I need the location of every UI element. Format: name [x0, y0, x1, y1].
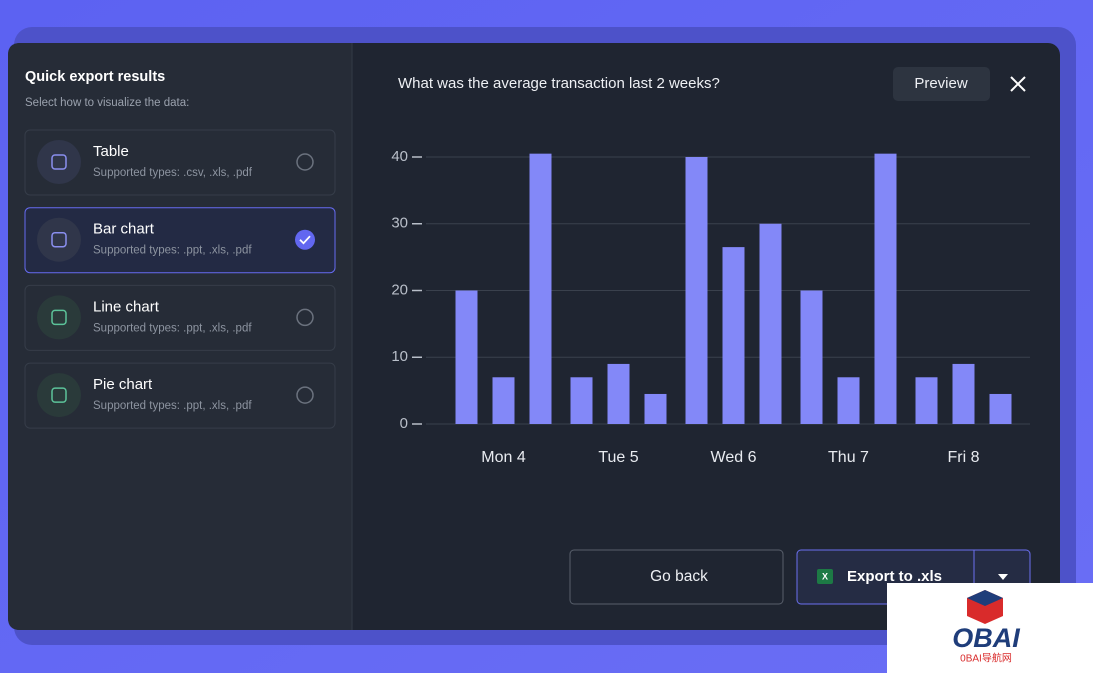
option-types: Supported types: .csv, .xls, .pdf [93, 167, 253, 179]
bar [952, 363, 975, 424]
option-radio[interactable] [296, 386, 314, 404]
option-icon [51, 231, 67, 248]
panel-title: Quick export results [25, 69, 165, 85]
bar [570, 377, 593, 424]
dropdown-arrow[interactable] [998, 574, 1008, 580]
option-icon [51, 387, 67, 403]
y-tick-label: 40 [391, 148, 408, 165]
option-card[interactable] [24, 207, 336, 274]
option-icon-bg [37, 295, 81, 340]
bar [455, 290, 478, 424]
export-label[interactable]: Export to .xls [847, 568, 942, 585]
option-check[interactable] [295, 229, 315, 250]
option-icon-bg [37, 373, 81, 418]
option-label: Table [93, 143, 129, 160]
question: What was the average transaction last 2 … [398, 75, 720, 92]
y-tick-label: 30 [391, 215, 408, 232]
option-label: Pie chart [93, 376, 153, 393]
option-card[interactable] [24, 129, 336, 196]
watermark-caption: 0BAI导航网 [960, 652, 1012, 665]
option-radio[interactable] [296, 308, 314, 327]
x-tick-label: Tue 5 [598, 449, 638, 466]
option-check-mark [299, 235, 311, 245]
x-tick-label: Mon 4 [481, 449, 526, 466]
bar [989, 393, 1012, 424]
option-label: Line chart [93, 298, 160, 315]
bar [685, 157, 708, 424]
bar [492, 377, 515, 424]
option-icon-bg [37, 217, 81, 262]
y-tick-label: 0 [400, 415, 408, 432]
option-icon-bg [37, 140, 81, 184]
watermark-logo: OBAI [952, 623, 1020, 653]
x-tick-label: Fri 8 [948, 449, 980, 466]
x-tick-label: Wed 6 [711, 449, 757, 466]
preview-label[interactable]: Preview [914, 75, 968, 92]
y-tick-label: 20 [391, 281, 408, 298]
bar [874, 153, 897, 424]
panel-subtitle: Select how to visualize the data: [25, 97, 189, 109]
bar [722, 247, 745, 424]
option-icon [51, 309, 67, 326]
back-label[interactable]: Go back [650, 568, 708, 585]
option-types: Supported types: .ppt, .xls, .pdf [93, 322, 252, 334]
option-types: Supported types: .ppt, .xls, .pdf [93, 245, 252, 257]
excel-icon [817, 569, 833, 584]
bar [759, 223, 782, 424]
bar [529, 153, 552, 424]
bar [800, 290, 823, 424]
preview-button[interactable] [893, 67, 990, 101]
option-label: Bar chart [93, 221, 155, 238]
option-card[interactable] [24, 362, 336, 429]
option-types: Supported types: .ppt, .xls, .pdf [93, 400, 252, 412]
y-tick-label: 10 [391, 348, 408, 365]
bar [644, 393, 667, 424]
excel-icon-x: X [822, 571, 828, 581]
watermark-cube-top [967, 590, 1003, 606]
option-card[interactable] [24, 284, 336, 351]
bar [915, 377, 938, 424]
x-tick-label: Thu 7 [828, 449, 869, 466]
option-icon [51, 154, 67, 170]
close-button[interactable] [1010, 76, 1026, 92]
option-radio[interactable] [296, 153, 314, 171]
bar [607, 363, 630, 424]
back-button[interactable] [569, 549, 784, 605]
bar [837, 377, 860, 424]
